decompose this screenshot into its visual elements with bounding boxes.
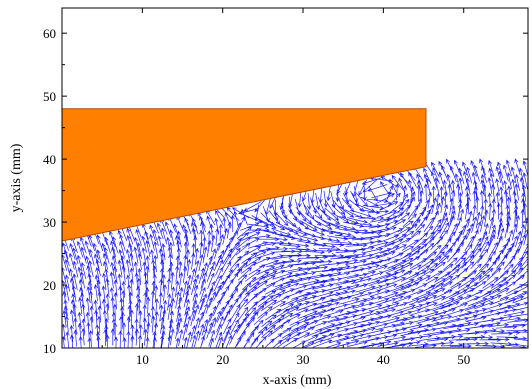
y-tick-label: 20 [43,278,56,293]
x-tick-label: 30 [297,352,310,367]
vector-field [62,158,528,348]
y-tick-label: 50 [43,89,56,104]
x-tick-label: 50 [457,352,470,367]
y-tick-label: 60 [43,26,56,41]
velocity-vectors [62,158,528,348]
wedge-body [61,108,427,242]
x-axis-label: x-axis (mm) [263,373,332,388]
x-tick-label: 40 [377,352,390,367]
x-axis-ticks: 10 20 30 40 50 [101,8,505,367]
y-tick-label: 10 [43,341,56,356]
y-tick-label: 40 [43,152,56,167]
x-tick-label: 10 [136,352,149,367]
y-axis-label: y-axis (mm) [9,143,24,212]
y-axis-ticks: 10 20 30 40 50 60 [43,26,528,356]
plot-frame [61,7,529,349]
x-tick-label: 20 [216,352,229,367]
y-tick-label: 30 [43,215,56,230]
